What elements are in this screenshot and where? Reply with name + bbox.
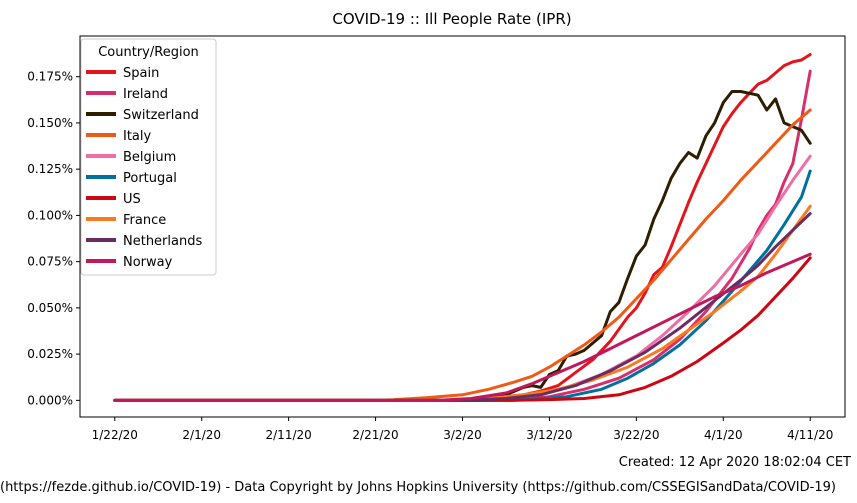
series-line-italy	[113, 108, 812, 402]
series-line-netherlands	[113, 212, 812, 402]
chart-title: COVID-19 :: Ill People Rate (IPR)	[332, 10, 571, 28]
y-tick-label: 0.125%	[27, 162, 73, 176]
legend-label-us: US	[123, 192, 141, 207]
legend-label-switzerland: Switzerland	[123, 108, 199, 123]
legend-title: Country/Region	[98, 45, 199, 60]
series-layer	[113, 53, 812, 402]
axes-layer: 1/22/20 2/1/20 2/11/20 2/21/20 3/2/20 3/12/20…	[27, 70, 833, 442]
legend-label-france: France	[123, 213, 166, 228]
y-tick-label: 0.000%	[27, 393, 73, 407]
y-tick-label: 0.100%	[27, 208, 73, 222]
series-line-us	[113, 256, 812, 402]
x-tick-label: 2/1/20	[182, 428, 221, 442]
line-chart: COVID-19 :: Ill People Rate (IPR) 1/22/2…	[27, 10, 846, 442]
y-tick-label: 0.050%	[27, 301, 73, 315]
series-line-switzerland	[113, 90, 812, 402]
x-tick-label: 2/21/20	[352, 428, 398, 442]
series-line-france	[113, 204, 812, 402]
series-line-ireland	[113, 69, 812, 402]
x-tick-label: 3/22/20	[613, 428, 659, 442]
y-tick-label: 0.175%	[27, 70, 73, 84]
legend-box	[80, 38, 217, 276]
series-line-portugal	[113, 169, 812, 402]
legend-label-ireland: Ireland	[123, 87, 168, 102]
y-tick-label: 0.025%	[27, 347, 73, 361]
series-line-spain	[113, 53, 812, 402]
x-tick-label: 4/11/20	[787, 428, 833, 442]
y-tick-label: 0.150%	[27, 116, 73, 130]
legend-label-italy: Italy	[123, 129, 152, 144]
y-tick-label: 0.075%	[27, 255, 73, 269]
x-tick-label: 1/22/20	[92, 428, 138, 442]
legend-label-norway: Norway	[123, 255, 173, 270]
created-timestamp: Created: 12 Apr 2020 18:02:04 CET	[618, 455, 851, 470]
x-tick-label: 3/2/20	[443, 428, 482, 442]
x-tick-label: 3/12/20	[526, 428, 572, 442]
legend-label-belgium: Belgium	[123, 150, 176, 165]
legend-label-netherlands: Netherlands	[123, 234, 202, 249]
series-line-belgium	[113, 154, 812, 402]
series-line-norway	[113, 252, 812, 402]
x-tick-label: 2/11/20	[266, 428, 312, 442]
legend: Country/Region Spain Ireland Switzerland Ita…	[80, 38, 217, 276]
legend-label-spain: Spain	[123, 66, 159, 81]
legend-label-portugal: Portugal	[123, 171, 177, 186]
x-tick-label: 4/1/20	[704, 428, 743, 442]
data-source-note: (https://fezde.github.io/COVID-19) - Dat…	[0, 480, 836, 495]
